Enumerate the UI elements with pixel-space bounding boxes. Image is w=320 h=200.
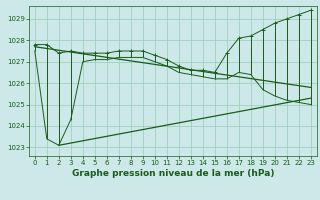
X-axis label: Graphe pression niveau de la mer (hPa): Graphe pression niveau de la mer (hPa) [72, 169, 274, 178]
